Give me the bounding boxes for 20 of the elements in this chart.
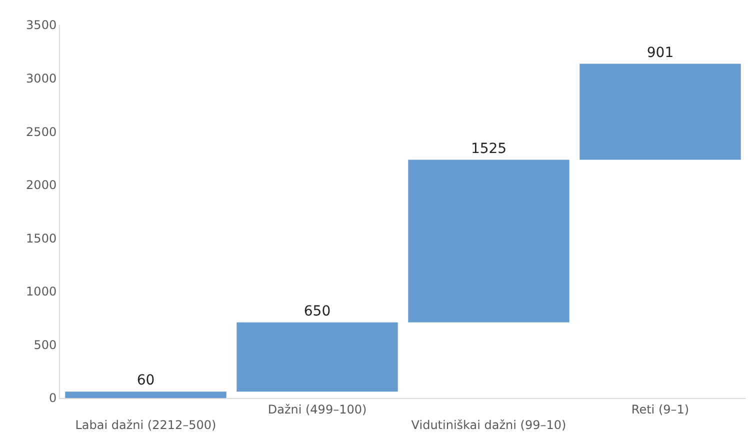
x-tick-label: Vidutiniškai dažni (99–10) [411, 418, 566, 432]
data-label: 60 [136, 372, 155, 389]
bar [408, 160, 570, 322]
y-tick-label: 3500 [26, 18, 57, 32]
bar [580, 64, 741, 160]
y-tick-label: 2500 [26, 124, 57, 139]
y-tick-label: 500 [34, 338, 57, 352]
y-tick-label: 1000 [26, 284, 57, 299]
x-tick-label: Dažni (499–100) [268, 402, 367, 416]
y-tick-label: 0 [48, 391, 57, 406]
y-tick-label: 3000 [26, 71, 57, 86]
x-tick-label: Labai dažni (2212–500) [75, 418, 216, 432]
bar [65, 392, 226, 398]
y-tick-label: 1500 [26, 231, 57, 246]
data-label: 901 [646, 44, 674, 61]
bar [236, 322, 398, 392]
data-label: 650 [304, 303, 331, 320]
data-label: 1525 [470, 140, 507, 157]
y-tick-label: 2000 [26, 178, 57, 192]
x-tick-label: Reti (9–1) [631, 402, 690, 416]
